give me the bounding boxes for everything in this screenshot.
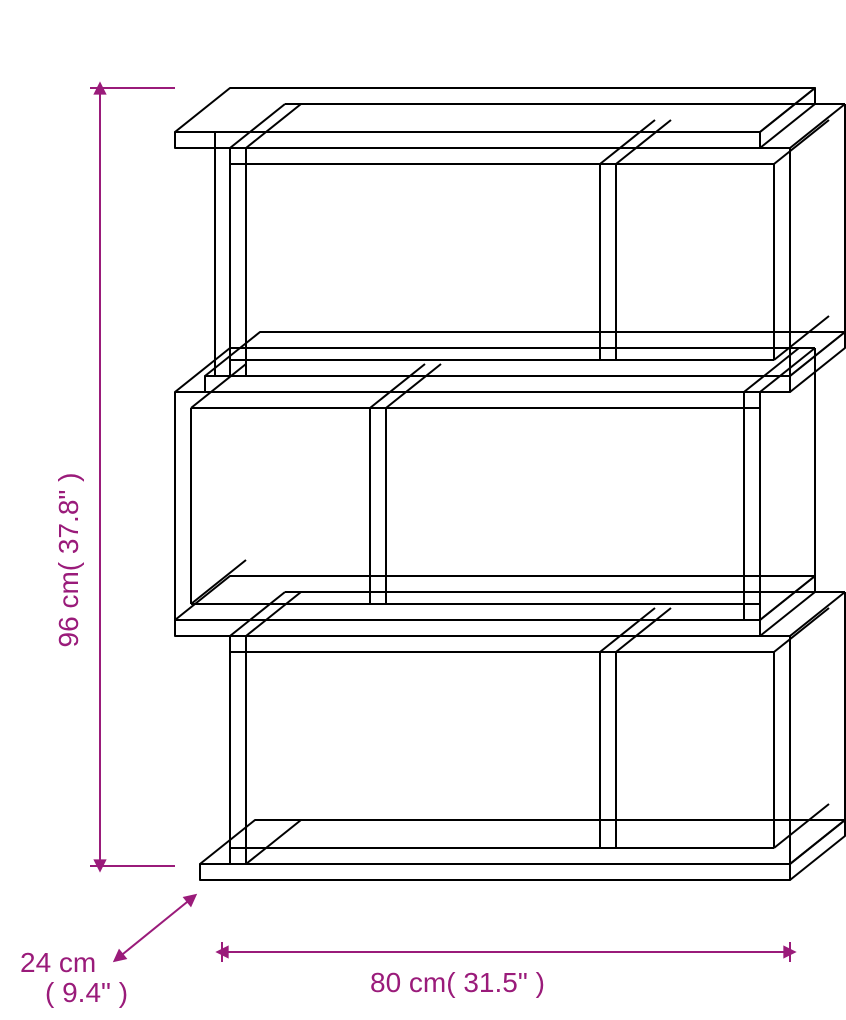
dimension-arrows	[90, 88, 790, 962]
dimension-diagram: 96 cm( 37.8" ) 24 cm ( 9.4" ) 80 cm( 31.…	[0, 0, 846, 1020]
dimension-labels: 96 cm( 37.8" ) 24 cm ( 9.4" ) 80 cm( 31.…	[20, 473, 545, 1008]
width-label: 80 cm( 31.5" )	[370, 967, 545, 998]
bookshelf-outline	[175, 88, 845, 880]
height-label: 96 cm( 37.8" )	[53, 473, 84, 648]
depth-label-in: ( 9.4" )	[45, 977, 128, 1008]
depth-label-cm: 24 cm	[20, 947, 96, 978]
